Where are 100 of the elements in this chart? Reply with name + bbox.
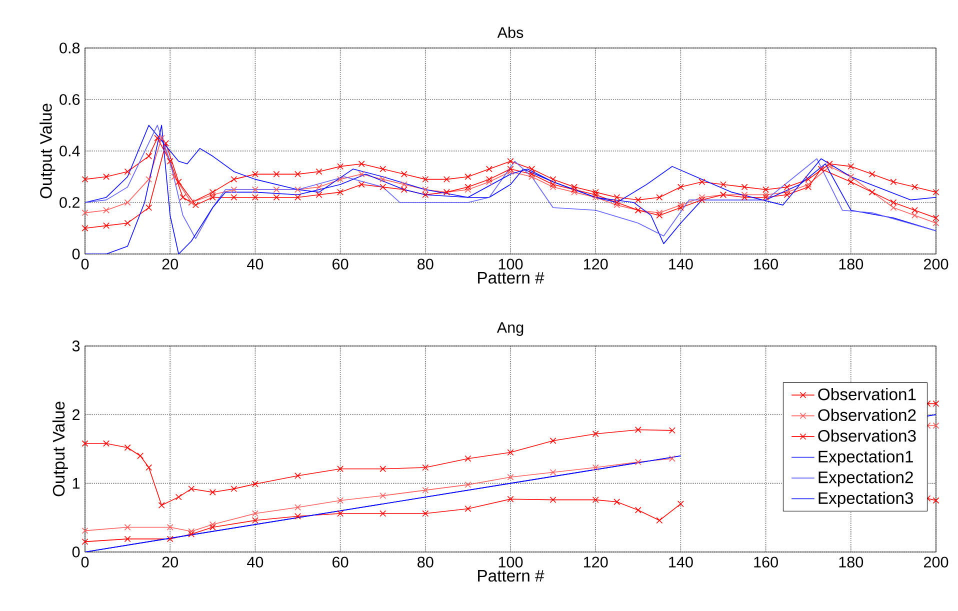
point <box>146 204 152 211</box>
point <box>252 510 258 517</box>
point <box>677 184 684 190</box>
point <box>932 220 940 226</box>
point <box>380 184 386 190</box>
point <box>162 140 170 147</box>
point <box>380 166 386 172</box>
point <box>124 220 131 226</box>
point <box>358 160 365 168</box>
point <box>146 152 152 160</box>
chart-title: Abs <box>497 26 524 38</box>
y-tick-label: 0.8 <box>60 42 80 54</box>
point <box>932 422 940 429</box>
point <box>422 464 429 471</box>
point <box>209 192 216 198</box>
point <box>380 492 386 499</box>
point <box>230 194 238 201</box>
point <box>380 510 386 517</box>
point <box>209 194 216 201</box>
point <box>422 486 429 494</box>
point <box>550 496 556 504</box>
point <box>82 527 88 534</box>
point <box>550 438 556 444</box>
point <box>273 170 280 178</box>
point <box>507 158 514 165</box>
x-tick-label: 0 <box>81 556 89 568</box>
point <box>698 194 706 201</box>
point <box>848 163 854 170</box>
point <box>868 170 876 178</box>
legend-label: Observation1 <box>818 388 916 400</box>
point <box>82 440 88 447</box>
point <box>175 178 182 186</box>
point <box>720 181 726 188</box>
point <box>911 184 918 190</box>
point <box>656 517 663 524</box>
point <box>358 170 365 178</box>
point <box>422 192 429 198</box>
point <box>82 176 88 183</box>
point <box>932 400 940 407</box>
point <box>422 186 429 193</box>
legend-label: Expectation2 <box>818 470 913 487</box>
point <box>316 184 322 190</box>
x-axis-title: Pattern # <box>478 570 544 582</box>
x-tick-label: 140 <box>669 258 693 270</box>
y-axis-title: Output Value <box>40 104 56 198</box>
point <box>592 192 599 198</box>
point <box>209 524 216 530</box>
y-tick-label: 1 <box>72 478 80 489</box>
x-tick-label: 120 <box>584 258 608 270</box>
point <box>337 176 344 183</box>
point <box>528 166 535 172</box>
y-tick-label: 3 <box>72 340 80 352</box>
x-tick-label: 40 <box>247 556 264 568</box>
x-tick-label: 200 <box>924 556 948 568</box>
x-tick-label: 100 <box>498 258 523 270</box>
point <box>146 464 152 471</box>
point <box>592 464 599 471</box>
point <box>464 455 472 462</box>
point <box>124 199 131 206</box>
x-tick-label: 80 <box>418 556 434 568</box>
point <box>294 513 301 520</box>
point <box>656 194 663 201</box>
point <box>528 170 535 178</box>
point <box>82 538 88 545</box>
point <box>166 536 174 542</box>
x-tick-label: 160 <box>754 556 778 568</box>
point <box>82 210 88 216</box>
legend-label: Observation2 <box>818 408 916 422</box>
x-tick-label: 140 <box>669 556 693 568</box>
x-tick-label: 160 <box>754 258 778 270</box>
point <box>805 181 812 188</box>
point <box>805 184 812 190</box>
point <box>614 498 620 506</box>
point <box>294 186 301 193</box>
point <box>209 489 216 496</box>
x-tick-label: 180 <box>839 258 864 270</box>
point <box>337 163 344 170</box>
x-tick-label: 180 <box>839 556 864 568</box>
x-tick-label: 0 <box>81 258 89 270</box>
point <box>592 496 599 504</box>
y-tick-label: 0 <box>72 546 80 558</box>
point <box>124 536 131 542</box>
point <box>316 168 322 175</box>
y-tick-label: 0.6 <box>60 94 80 105</box>
point <box>592 430 599 438</box>
point <box>528 174 535 180</box>
point <box>358 181 365 188</box>
point <box>230 486 238 492</box>
chart-title: Ang <box>496 322 524 336</box>
point <box>677 500 684 508</box>
y-tick-label: 0 <box>72 248 80 260</box>
point <box>443 176 450 183</box>
point <box>762 192 770 198</box>
point <box>137 452 144 460</box>
point <box>154 134 161 142</box>
point <box>805 176 812 183</box>
point <box>698 178 706 186</box>
point <box>380 466 386 472</box>
point <box>592 188 599 196</box>
point <box>158 134 165 142</box>
